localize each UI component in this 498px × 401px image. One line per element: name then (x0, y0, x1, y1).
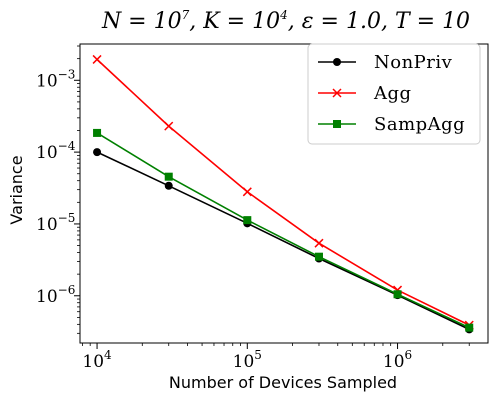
data-point-sampagg-5 (465, 323, 474, 332)
x-axis-label: Number of Devices Sampled (169, 373, 397, 392)
data-point-agg-1-stroke-b (164, 121, 174, 131)
data-point-nonpriv-0 (93, 148, 102, 157)
data-point-agg-1 (164, 121, 174, 131)
legend-marker-agg (332, 88, 342, 98)
data-point-agg-0 (92, 54, 102, 64)
plot-frame (79, 43, 489, 344)
data-point-agg-0-stroke-b (92, 54, 102, 64)
series-line-sampagg (96, 132, 470, 329)
legend-marker-nonpriv (333, 58, 341, 66)
y-tick-label-2: 10−4 (36, 139, 76, 163)
legend: NonPriv Agg SampAgg (307, 43, 481, 145)
y-tick-label-1: 10−5 (36, 211, 75, 235)
data-point-agg-3 (314, 238, 324, 248)
series-line-agg (96, 58, 470, 326)
data-point-sampagg-0 (93, 128, 102, 137)
x-tick-label-1: 105 (233, 348, 262, 372)
title-t: T = 10 (395, 9, 470, 34)
title-k-exponent: 4 (279, 8, 288, 22)
title-n-exponent: 7 (182, 8, 190, 22)
x-tick-label-2: 106 (383, 348, 412, 372)
axis-ticks: 104 105 106 10−6 10−5 10−4 10−3 (36, 45, 470, 372)
legend-marker-agg-stroke-b (332, 88, 342, 98)
legend-marker-sampagg (333, 120, 341, 128)
series-line-nonpriv (96, 151, 470, 331)
data-point-agg-2 (242, 187, 252, 197)
data-point-nonpriv-1 (164, 181, 173, 190)
data-point-sampagg-3 (314, 252, 323, 261)
legend-box (307, 43, 481, 145)
data-point-sampagg-4 (393, 290, 402, 299)
legend-label-sampagg: SampAgg (374, 114, 465, 135)
chart-title: N = 107, K = 104, ε = 1.0, T = 10 (101, 8, 470, 34)
data-point-agg-2-stroke-b (242, 187, 252, 197)
y-tick-label-3: 10−3 (36, 67, 75, 91)
data-point-agg-3-stroke-b (314, 238, 324, 248)
x-tick-label-0: 104 (82, 348, 112, 372)
legend-label-nonpriv: NonPriv (374, 52, 453, 73)
data-point-sampagg-2 (243, 216, 252, 225)
y-tick-label-0: 10−6 (36, 283, 75, 307)
title-epsilon: ε = 1.0 (302, 9, 381, 34)
legend-label-agg: Agg (373, 83, 412, 104)
title-n: N = 10 (101, 9, 182, 34)
series-lines (92, 54, 474, 334)
title-k: K = 10 (202, 9, 280, 34)
data-point-sampagg-1 (164, 172, 173, 181)
y-axis-label: Variance (7, 155, 26, 224)
